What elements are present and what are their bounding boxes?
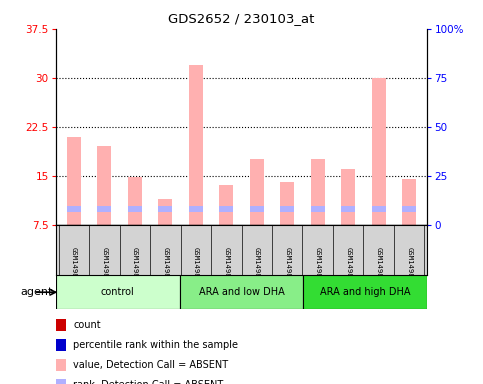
Text: GSM149875: GSM149875 <box>71 247 77 286</box>
Bar <box>280 182 294 225</box>
Bar <box>67 206 81 212</box>
Text: GSM149878: GSM149878 <box>162 247 168 286</box>
Text: ARA and low DHA: ARA and low DHA <box>199 287 284 297</box>
Bar <box>311 159 325 225</box>
Bar <box>250 159 264 225</box>
Bar <box>128 177 142 225</box>
Bar <box>67 137 81 225</box>
Bar <box>341 169 355 225</box>
Bar <box>341 206 355 212</box>
Bar <box>402 179 416 225</box>
Text: agent: agent <box>21 287 53 297</box>
Text: percentile rank within the sample: percentile rank within the sample <box>73 340 239 350</box>
Bar <box>189 65 203 225</box>
Text: ARA and high DHA: ARA and high DHA <box>320 287 411 297</box>
Text: rank, Detection Call = ABSENT: rank, Detection Call = ABSENT <box>73 380 224 384</box>
Bar <box>250 206 264 212</box>
FancyBboxPatch shape <box>56 275 180 309</box>
FancyBboxPatch shape <box>180 275 303 309</box>
Text: GSM149882: GSM149882 <box>284 247 290 286</box>
Text: count: count <box>73 320 101 330</box>
FancyBboxPatch shape <box>303 275 427 309</box>
Bar <box>372 206 385 212</box>
Bar <box>98 146 111 225</box>
Bar <box>219 185 233 225</box>
Text: GSM149876: GSM149876 <box>101 247 107 286</box>
Bar <box>280 206 294 212</box>
Text: GDS2652 / 230103_at: GDS2652 / 230103_at <box>168 12 315 25</box>
Text: GSM149885: GSM149885 <box>376 247 382 286</box>
Bar <box>128 206 142 212</box>
Bar <box>158 206 172 212</box>
Bar <box>158 199 172 225</box>
Bar <box>189 206 203 212</box>
Bar <box>372 78 385 225</box>
Text: value, Detection Call = ABSENT: value, Detection Call = ABSENT <box>73 360 228 370</box>
Text: GSM149886: GSM149886 <box>406 247 412 286</box>
Text: GSM149883: GSM149883 <box>315 247 321 286</box>
Text: GSM149879: GSM149879 <box>193 247 199 286</box>
Text: GSM149880: GSM149880 <box>223 247 229 286</box>
Bar <box>311 206 325 212</box>
Text: control: control <box>100 287 134 297</box>
Text: GSM149881: GSM149881 <box>254 247 260 286</box>
Text: GSM149877: GSM149877 <box>132 247 138 286</box>
Bar <box>219 206 233 212</box>
Bar <box>98 206 111 212</box>
Text: GSM149884: GSM149884 <box>345 247 351 286</box>
Bar <box>402 206 416 212</box>
